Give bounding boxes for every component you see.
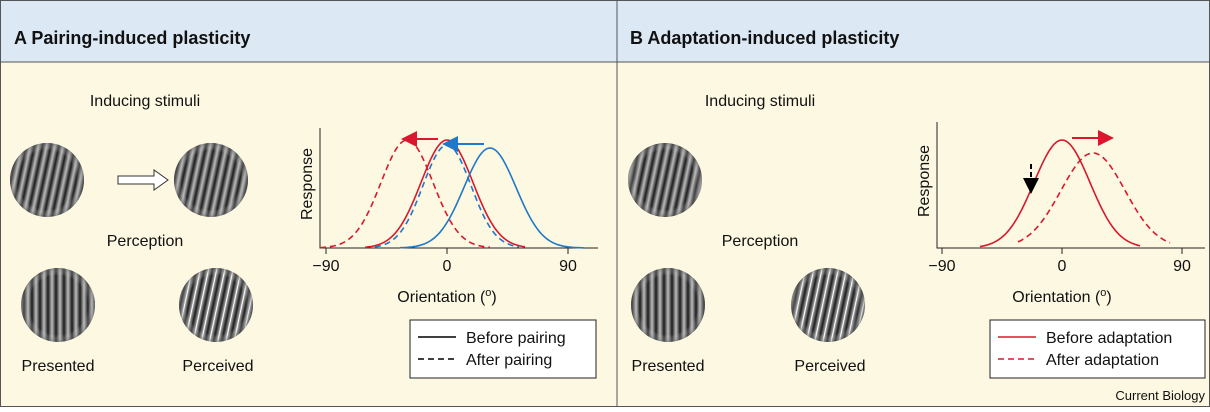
x-tick-label: 90 xyxy=(559,258,577,275)
figure: A Pairing-induced plasticity B Adaptatio… xyxy=(0,0,1210,407)
grating xyxy=(631,268,705,342)
legend-box xyxy=(410,320,596,378)
label-part: ) xyxy=(1106,289,1111,306)
grating xyxy=(628,143,702,217)
label: Perception xyxy=(722,233,799,250)
grating xyxy=(174,143,248,217)
legend-box xyxy=(990,320,1205,378)
grating xyxy=(10,143,84,217)
label-part: Orientation ( xyxy=(1012,289,1101,306)
label: Perceived xyxy=(794,358,865,375)
label: Presented xyxy=(632,358,705,375)
x-tick-label: 0 xyxy=(1058,258,1067,275)
x-tick-label: 0 xyxy=(443,258,452,275)
x-axis-label: Orientation (o) xyxy=(397,287,497,306)
x-tick-label: −90 xyxy=(928,258,955,275)
label: Presented xyxy=(22,358,95,375)
y-axis-label: Response xyxy=(916,145,933,217)
legend-label: Before pairing xyxy=(466,330,566,347)
legend-label: After adaptation xyxy=(1046,352,1159,369)
grating xyxy=(21,268,95,342)
grating xyxy=(179,268,253,342)
label: Perceived xyxy=(182,358,253,375)
label: Perception xyxy=(107,233,184,250)
x-tick-label: −90 xyxy=(312,258,339,275)
legend-label: Before adaptation xyxy=(1046,330,1172,347)
legend-label: After pairing xyxy=(466,352,552,369)
label: Inducing stimuli xyxy=(705,93,815,110)
label-part: ) xyxy=(491,289,496,306)
x-tick-label: 90 xyxy=(1173,258,1191,275)
panel-title: A Pairing-induced plasticity xyxy=(14,28,250,48)
panel-title: B Adaptation-induced plasticity xyxy=(630,28,899,48)
footer: Current Biology xyxy=(1115,388,1205,403)
label: Inducing stimuli xyxy=(90,93,200,110)
y-axis-label: Response xyxy=(299,148,316,220)
label-part: Orientation ( xyxy=(397,289,486,306)
grating xyxy=(791,268,865,342)
x-axis-label: Orientation (o) xyxy=(1012,287,1112,306)
